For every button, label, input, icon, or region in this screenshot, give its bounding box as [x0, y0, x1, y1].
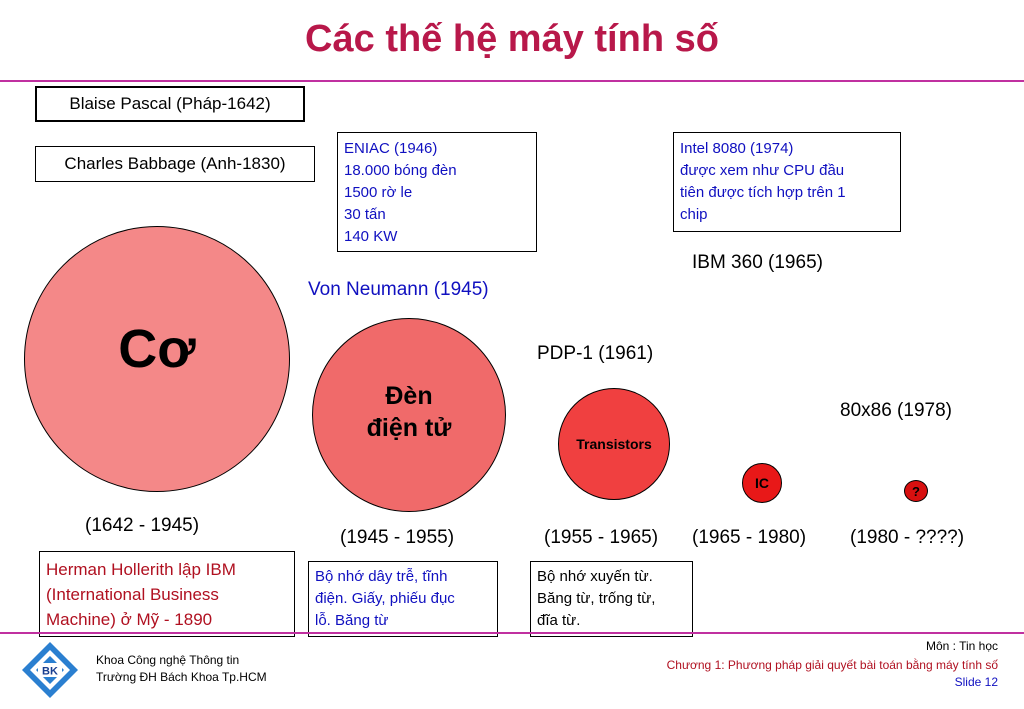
ic-generation-circle: IC: [742, 463, 782, 503]
period-vacuum-tube: (1945 - 1955): [340, 527, 455, 548]
bottom-divider: [0, 632, 1024, 634]
babbage-box: Charles Babbage (Anh-1830): [35, 146, 315, 182]
mechanical-generation-circle: Cơ: [24, 226, 290, 492]
eniac-box: ENIAC (1946) 18.000 bóng đèn 1500 rờ le …: [337, 132, 537, 252]
unknown-generation-name: ?: [912, 483, 920, 499]
footer-faculty: Khoa Công nghệ Thông tin: [96, 653, 240, 667]
slide-title: Các thế hệ máy tính số: [305, 18, 719, 60]
period-unknown: (1980 - ????): [850, 527, 965, 548]
bk-logo-icon: BK: [22, 642, 78, 698]
period-transistor: (1955 - 1965): [544, 527, 659, 548]
transistor-generation-circle: Transistors: [558, 388, 670, 500]
vacuum-tube-generation-name: Đèn điện tử: [366, 382, 452, 442]
mechanical-generation-name: Cơ: [118, 319, 196, 379]
period-ic: (1965 - 1980): [692, 527, 807, 548]
hollerith-box: Herman Hollerith lập IBM (International …: [39, 551, 295, 637]
von-neumann-label: Von Neumann (1945): [308, 279, 489, 300]
ic-generation-name: IC: [755, 475, 769, 491]
bk-logo-text: BK: [42, 666, 58, 678]
ibm360-label: IBM 360 (1965): [692, 252, 823, 273]
footer-university: Trường ĐH Bách Khoa Tp.HCM: [96, 670, 267, 684]
x86-label: 80x86 (1978): [840, 400, 952, 421]
pdp1-label: PDP-1 (1961): [537, 343, 654, 364]
transistor-generation-name: Transistors: [576, 436, 652, 452]
period-mechanical: (1642 - 1945): [85, 515, 200, 536]
memory-second-gen-box: Bộ nhớ xuyến từ. Băng từ, trống từ, đĩa …: [530, 561, 693, 637]
footer-slide-number: Slide 12: [954, 675, 998, 689]
intel-box: Intel 8080 (1974) được xem như CPU đầu t…: [673, 132, 901, 232]
unknown-generation-circle: ?: [904, 480, 928, 502]
vacuum-tube-generation-circle: Đèn điện tử: [312, 318, 506, 512]
memory-first-gen-box: Bộ nhớ dây trễ, tĩnh điện. Giấy, phiếu đ…: [308, 561, 498, 637]
top-divider: [0, 80, 1024, 82]
footer-chapter: Chương 1: Phương pháp giải quyết bài toá…: [666, 658, 998, 672]
footer-subject: Môn : Tin học: [925, 639, 998, 653]
pascal-box: Blaise Pascal (Pháp-1642): [35, 86, 305, 122]
